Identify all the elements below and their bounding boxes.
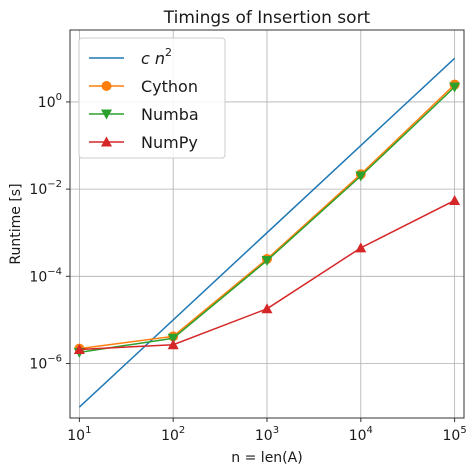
data-point-numpy — [449, 194, 461, 205]
data-series — [73, 57, 461, 408]
x-tick-label: 105 — [443, 425, 467, 444]
series-numpy — [73, 194, 461, 354]
legend-label: Numba — [141, 105, 199, 124]
data-point-numba — [167, 333, 179, 344]
series-c-n-2 — [78, 57, 456, 408]
legend-item-numba: Numba — [89, 105, 199, 124]
legend-box — [78, 37, 226, 159]
legend-swatch-marker — [101, 109, 112, 120]
y-axis-label: Runtime [s] — [8, 183, 24, 264]
x-tick-label: 101 — [67, 425, 91, 444]
legend-item-cython: Cython — [89, 77, 198, 96]
x-tick-label: 104 — [349, 425, 373, 444]
data-point-numpy — [73, 343, 85, 354]
data-point-numba — [449, 82, 461, 93]
data-point-numpy — [167, 339, 179, 350]
legend-item-c-n-2: c n2 — [89, 46, 172, 68]
data-point-numpy — [355, 242, 367, 253]
data-point-numba — [261, 256, 273, 267]
legend-label: Cython — [141, 77, 198, 96]
legend-swatch-marker — [101, 136, 112, 147]
y-axis-ticks: 10−6 10−4 10−2 100 — [29, 92, 70, 373]
series-line-c-n-2 — [78, 57, 456, 408]
chart-title: Timings of Insertion sort — [163, 8, 371, 28]
y-tick-label: 10−6 — [29, 354, 62, 373]
legend-item-numpy: NumPy — [89, 133, 198, 152]
x-tick-label: 102 — [161, 425, 185, 444]
y-tick-label: 100 — [38, 92, 62, 111]
legend-swatch-marker — [101, 81, 112, 91]
x-axis-label: n = len(A) — [231, 450, 302, 466]
legend-label: c n2 — [141, 46, 172, 68]
data-point-numpy — [261, 303, 273, 314]
series-numba — [73, 82, 461, 358]
y-tick-label: 10−4 — [29, 266, 62, 285]
x-tick-label: 103 — [255, 425, 279, 444]
data-point-numba — [355, 171, 367, 182]
x-axis-ticks: 101 102 103 104 105 — [67, 418, 467, 444]
y-tick-label: 10−2 — [29, 179, 62, 198]
legend-label: NumPy — [141, 133, 198, 152]
legend: c n2 Cython Numba NumPy — [78, 37, 226, 159]
